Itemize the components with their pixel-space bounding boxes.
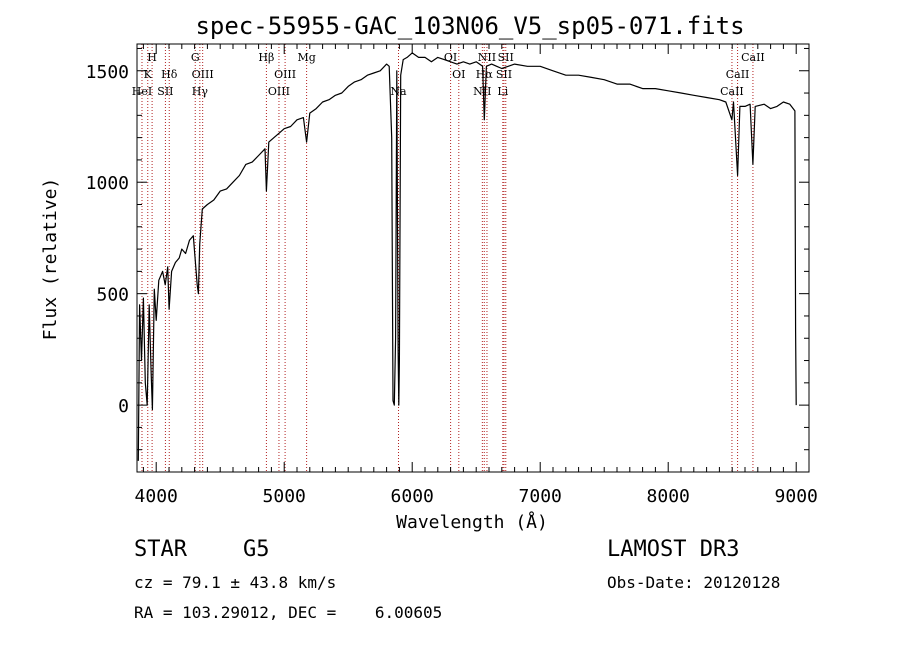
x-tick-label-1: 5000 xyxy=(263,486,306,507)
axes: 4000 5000 6000 7000 8000 9000 0 500 1000 1500 xyxy=(86,43,818,507)
line-marker-labels: HeIKHSIIHδGHγOIIIHβOIIIOIIIMgNaOIOINIIHα… xyxy=(132,51,765,98)
y-tick-label-2: 1000 xyxy=(86,173,129,194)
line-marker-label-12: Na xyxy=(390,85,407,98)
observation-date: Obs-Date: 20120128 xyxy=(607,573,781,592)
line-marker-label-20: SII xyxy=(498,51,514,64)
line-marker-label-14: OI xyxy=(452,68,465,81)
line-markers xyxy=(141,44,754,472)
line-marker-label-5: G xyxy=(191,51,200,64)
y-tick-label-3: 1500 xyxy=(86,62,129,83)
x-tick-label-0: 4000 xyxy=(135,486,178,507)
line-marker-label-21: CaII xyxy=(720,85,744,98)
line-marker-label-23: CaII xyxy=(741,51,765,64)
line-marker-label-9: OIII xyxy=(268,85,290,98)
chart-title: spec-55955-GAC_103N06_V5_sp05-071.fits xyxy=(195,12,744,40)
line-marker-label-0: HeI xyxy=(132,85,152,98)
line-marker-label-4: Hδ xyxy=(161,68,178,81)
line-marker-label-16: Hα xyxy=(476,68,494,81)
spectrum-series xyxy=(137,52,797,461)
y-tick-label-0: 0 xyxy=(118,396,129,417)
object-subclass: G5 xyxy=(243,537,270,562)
x-tick-label-2: 6000 xyxy=(391,486,434,507)
line-marker-label-7: OIII xyxy=(192,68,214,81)
ra-dec-coordinates: RA = 103.29012, DEC = 6.00605 xyxy=(134,603,443,622)
line-marker-label-15: NII xyxy=(473,85,491,98)
line-marker-label-6: Hγ xyxy=(192,85,209,98)
line-marker-label-2: H xyxy=(147,51,157,64)
plot-frame xyxy=(136,43,810,473)
line-marker-label-17: NII xyxy=(478,51,496,64)
survey-name: LAMOST DR3 xyxy=(607,537,740,562)
line-marker-label-18: Li xyxy=(497,85,508,98)
y-axis-label: Flux (relative) xyxy=(40,178,61,341)
line-marker-label-3: SII xyxy=(157,85,173,98)
x-tick-label-4: 8000 xyxy=(647,486,690,507)
x-tick-label-5: 9000 xyxy=(775,486,818,507)
redshift-velocity: cz = 79.1 ± 43.8 km/s xyxy=(134,573,337,592)
object-class: STAR xyxy=(134,537,187,562)
line-marker-label-8: Hβ xyxy=(258,51,274,64)
line-marker-label-10: OIII xyxy=(274,68,296,81)
line-marker-label-11: Mg xyxy=(297,51,315,64)
y-tick-label-1: 500 xyxy=(96,285,129,306)
line-marker-label-19: SII xyxy=(496,68,512,81)
line-marker-label-22: CaII xyxy=(726,68,750,81)
spectrum-line-0 xyxy=(137,52,797,461)
x-axis-label: Wavelength (Å) xyxy=(396,511,548,533)
x-tick-label-3: 7000 xyxy=(519,486,562,507)
line-marker-label-1: K xyxy=(144,68,153,81)
